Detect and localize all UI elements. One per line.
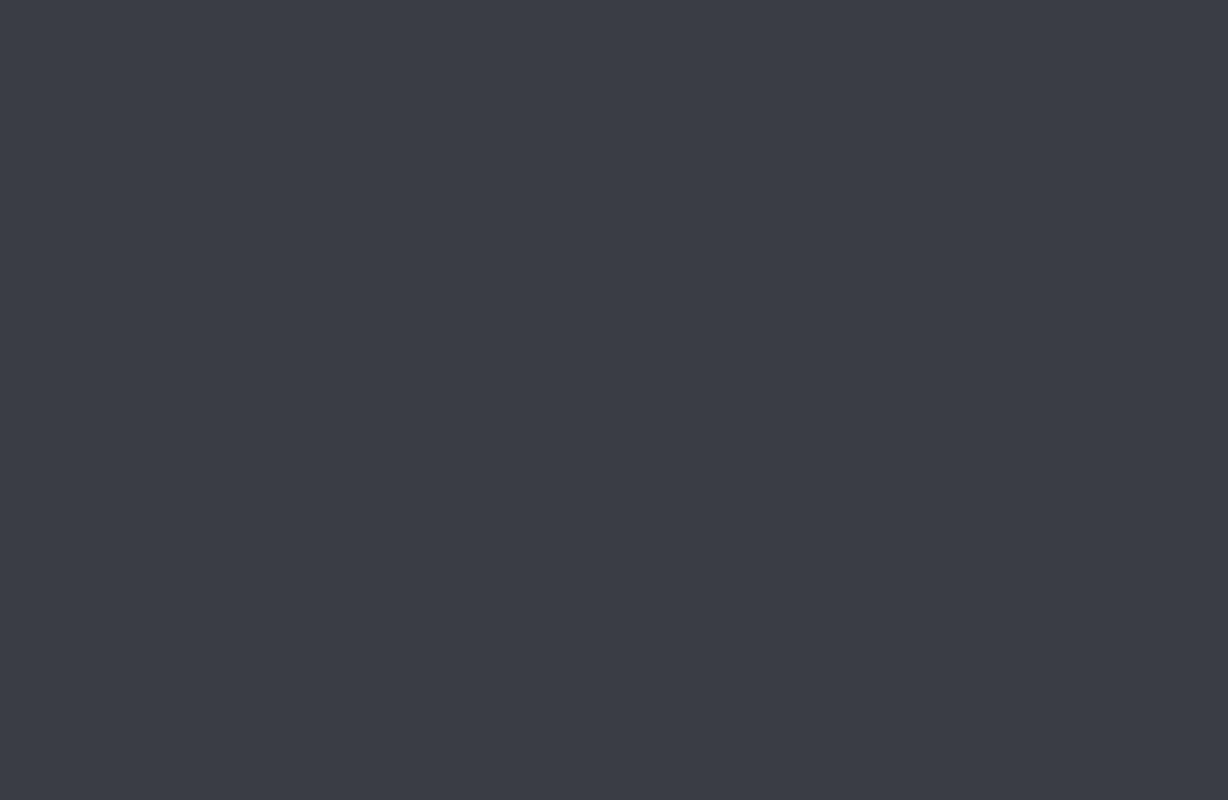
Wedge shape [1006,622,1125,742]
Text: $218 Dollars: $218 Dollars [519,277,646,295]
Text: $218: $218 [650,666,726,694]
Wedge shape [682,606,749,742]
Text: Avg Cost: Avg Cost [453,666,591,694]
Text: $425: $425 [1047,668,1114,692]
Text: paid:: paid: [462,277,519,295]
Wedge shape [614,606,749,742]
Wedge shape [217,622,336,742]
Text: Min Cost: Min Cost [71,668,187,692]
FancyBboxPatch shape [0,200,1228,322]
Text: $60: $60 [252,668,301,692]
Polygon shape [706,98,720,286]
FancyBboxPatch shape [368,485,890,800]
Text: Max Cost: Max Cost [866,668,989,692]
Wedge shape [278,622,322,657]
Wedge shape [1006,622,1125,742]
Text: Majority of Homeowners: Majority of Homeowners [395,230,642,247]
